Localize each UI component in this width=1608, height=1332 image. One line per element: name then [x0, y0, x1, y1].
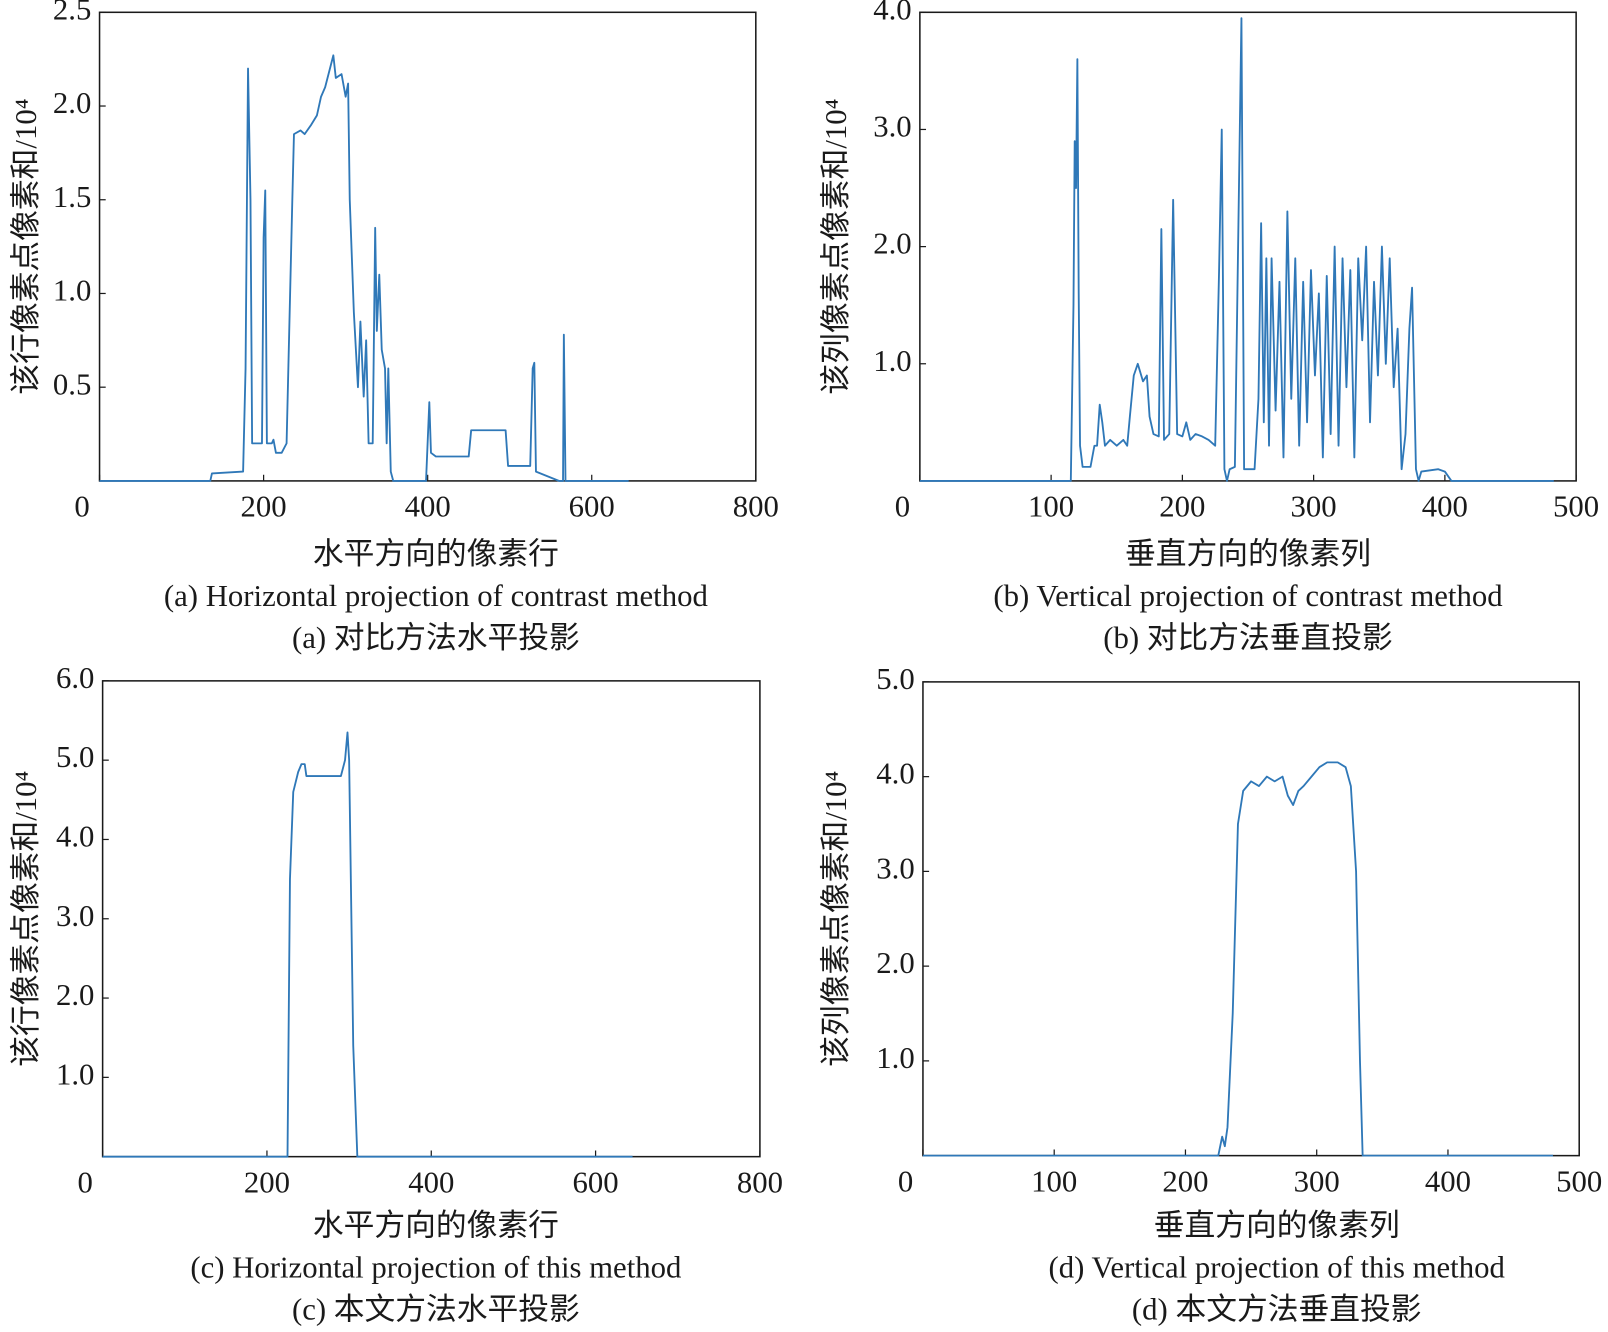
- y-tick-label: 4.0: [873, 0, 911, 26]
- x-axis-label: 水平方向的像素行: [313, 1208, 559, 1242]
- plot-frame: [98, 11, 757, 482]
- x-tick-label: 200: [1159, 490, 1205, 524]
- caption-en: (d) Vertical projection of this method: [1049, 1251, 1505, 1285]
- y-tick-label: 2.0: [876, 946, 914, 980]
- y-tick-label: 3.0: [876, 851, 914, 885]
- y-axis-label: 该列像素点像素和/10⁴: [819, 99, 853, 395]
- caption-en: (a) Horizontal projection of contrast me…: [164, 579, 708, 613]
- x-tick-label: 300: [1294, 1164, 1340, 1198]
- y-tick-label: 3.0: [56, 899, 94, 933]
- y-tick-label: 1.0: [873, 344, 911, 378]
- x-tick-label: 200: [241, 490, 287, 524]
- y-tick-label: 1.0: [876, 1041, 914, 1075]
- x-tick-label: 500: [1553, 490, 1599, 524]
- data-line: [919, 17, 1554, 482]
- x-tick-label: 800: [737, 1165, 783, 1199]
- y-tick-label: 4.0: [876, 757, 914, 791]
- x-tick-label: 400: [1425, 1164, 1471, 1198]
- caption-zh: (a) 对比方法水平投影: [292, 621, 580, 655]
- y-tick-label: 2.0: [53, 86, 91, 120]
- y-tick-label: 5.0: [56, 740, 94, 774]
- x-tick-label: 400: [405, 490, 451, 524]
- data-line: [99, 54, 629, 482]
- y-axis-label: 该列像素点像素和/10⁴: [819, 771, 853, 1067]
- x-tick-label: 0: [74, 490, 89, 524]
- plot-frame: [922, 681, 1580, 1157]
- x-tick-label: 200: [1162, 1164, 1208, 1198]
- plot-frame: [919, 11, 1577, 482]
- y-tick-label: 2.0: [873, 227, 911, 261]
- y-tick-label: 5.0: [876, 662, 914, 696]
- caption-zh: (b) 对比方法垂直投影: [1103, 621, 1393, 655]
- caption-en: (b) Vertical projection of contrast meth…: [993, 579, 1502, 613]
- y-tick-label: 2.0: [56, 978, 94, 1012]
- x-tick-label: 300: [1291, 490, 1337, 524]
- y-tick-label: 1.0: [56, 1057, 94, 1091]
- x-tick-label: 500: [1556, 1164, 1602, 1198]
- y-axis-label: 该行像素点像素和/10⁴: [9, 771, 43, 1067]
- caption-zh: (c) 本文方法水平投影: [292, 1293, 580, 1327]
- x-tick-label: 0: [895, 490, 910, 524]
- data-line: [922, 761, 1553, 1157]
- x-tick-label: 800: [733, 490, 779, 524]
- y-tick-label: 3.0: [873, 110, 911, 144]
- x-tick-label: 100: [1028, 490, 1074, 524]
- y-axis-label: 该行像素点像素和/10⁴: [9, 99, 43, 395]
- x-tick-label: 100: [1031, 1164, 1077, 1198]
- y-tick-label: 2.5: [53, 0, 91, 26]
- caption-zh: (d) 本文方法垂直投影: [1132, 1293, 1422, 1327]
- x-tick-label: 0: [898, 1164, 913, 1198]
- x-axis-label: 水平方向的像素行: [313, 537, 559, 571]
- plot-frame: [101, 680, 761, 1158]
- x-axis-label: 垂直方向的像素列: [1154, 1208, 1400, 1242]
- x-tick-label: 400: [1422, 490, 1468, 524]
- y-tick-label: 1.0: [53, 274, 91, 308]
- x-axis-label: 垂直方向的像素列: [1125, 537, 1371, 571]
- x-tick-label: 0: [78, 1165, 93, 1199]
- y-tick-label: 4.0: [56, 820, 94, 854]
- y-tick-label: 0.5: [53, 367, 91, 401]
- y-tick-label: 6.0: [56, 661, 94, 695]
- x-tick-label: 200: [244, 1165, 290, 1199]
- x-tick-label: 400: [408, 1165, 454, 1199]
- x-tick-label: 600: [573, 1165, 619, 1199]
- caption-en: (c) Horizontal projection of this method: [190, 1251, 681, 1285]
- data-line: [102, 731, 633, 1158]
- x-tick-label: 600: [569, 490, 615, 524]
- y-tick-label: 1.5: [53, 180, 91, 214]
